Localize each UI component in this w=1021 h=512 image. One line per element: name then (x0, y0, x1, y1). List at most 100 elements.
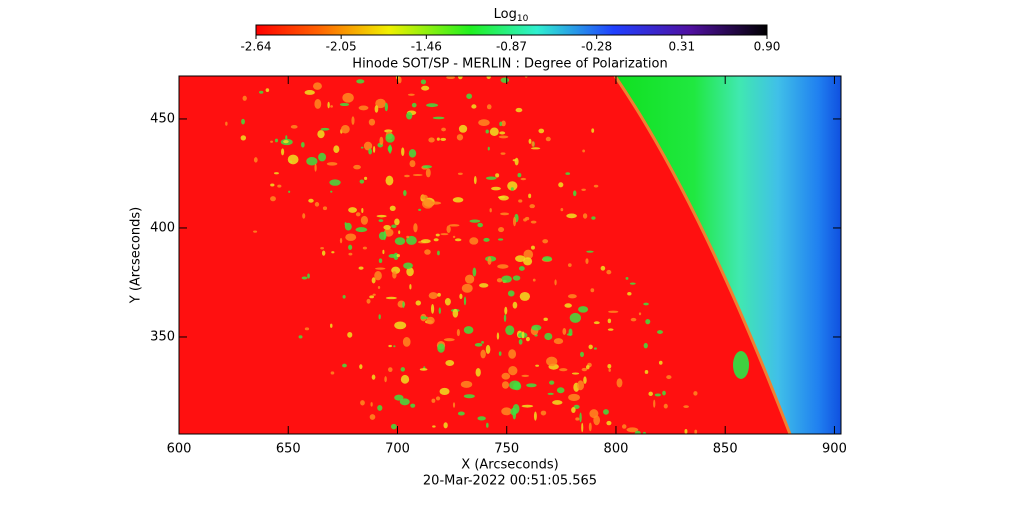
speckle (588, 422, 592, 432)
x-axis-label: X (Arcseconds) (461, 458, 558, 473)
speckle (521, 331, 525, 339)
speckle (333, 145, 340, 154)
speckle (593, 184, 599, 188)
speckle (253, 230, 258, 233)
speckle (638, 312, 642, 316)
speckle (454, 238, 462, 242)
speckle (420, 194, 428, 200)
speckle (515, 107, 523, 113)
speckle (629, 282, 636, 285)
speckle (483, 237, 490, 242)
speckle (304, 327, 310, 331)
speckle (420, 239, 431, 244)
speckle (253, 157, 258, 163)
colorbar-tick-label: -2.05 (326, 40, 357, 54)
colorbar-tick-label: -2.64 (240, 40, 271, 54)
speckle (510, 407, 518, 416)
speckle (469, 237, 479, 245)
y-tick-label: 350 (150, 329, 175, 344)
speckle (538, 128, 545, 134)
speckle (512, 301, 518, 309)
speckle (644, 369, 649, 374)
speckle (391, 224, 397, 229)
speckle (409, 160, 416, 168)
speckle (435, 396, 441, 401)
speckle (330, 105, 333, 108)
speckle (402, 301, 405, 309)
speckle (366, 298, 371, 304)
speckle (443, 422, 448, 429)
speckle (424, 249, 431, 255)
limb (613, 76, 792, 434)
speckle (320, 127, 330, 131)
colorbar-tick-label: -1.46 (411, 40, 442, 54)
speckle (499, 131, 506, 135)
speckle (387, 145, 393, 153)
speckle (401, 147, 405, 157)
speckle (477, 222, 483, 228)
speckle (339, 237, 343, 244)
speckle (588, 344, 593, 350)
speckle (532, 278, 536, 282)
x-tick-label: 800 (604, 442, 629, 457)
speckle (378, 314, 381, 320)
speckle (642, 431, 647, 434)
speckle (489, 208, 492, 213)
speckle (404, 174, 410, 178)
speckle (519, 291, 531, 301)
speckle (530, 220, 537, 224)
speckle (472, 267, 477, 277)
speckle (662, 390, 666, 396)
speckle (320, 247, 324, 250)
colorbar-label-sub: 10 (517, 14, 529, 24)
speckle (504, 306, 508, 315)
speckle (409, 284, 412, 290)
speckle (590, 288, 595, 293)
speckle (385, 296, 397, 300)
colorbar-tick-label: -0.28 (581, 40, 612, 54)
speckle (435, 233, 440, 237)
speckle (460, 380, 473, 388)
speckle (358, 266, 364, 270)
chart-title: Hinode SOT/SP - MERLIN : Degree of Polar… (352, 57, 667, 72)
speckle (683, 405, 689, 409)
speckle (606, 269, 612, 275)
speckle (400, 374, 410, 384)
speckle (498, 351, 502, 356)
speckle (290, 124, 298, 129)
colorbar-tick-label: 0.90 (754, 40, 781, 54)
speckle (542, 256, 553, 262)
speckle (392, 271, 397, 279)
speckle (581, 422, 584, 433)
speckle (469, 219, 481, 223)
speckle (345, 233, 357, 241)
speckle (531, 141, 535, 147)
speckle (498, 135, 509, 139)
speckle (274, 172, 279, 175)
speckle (491, 186, 501, 191)
speckle (486, 422, 489, 428)
speckle (616, 378, 623, 388)
speckle (355, 227, 368, 233)
speckle (444, 298, 451, 306)
speckle (314, 163, 317, 172)
speckle (607, 363, 612, 369)
speckle (508, 365, 518, 376)
speckle (486, 104, 492, 110)
speckle (393, 345, 396, 348)
x-tick-label: 700 (385, 442, 410, 457)
speckle (648, 391, 653, 397)
speckle (533, 411, 537, 421)
speckle (440, 137, 447, 141)
speckle (643, 302, 649, 306)
speckle (475, 368, 481, 377)
speckle (583, 376, 587, 384)
speckle (573, 404, 580, 410)
speckle (498, 238, 504, 241)
speckle (456, 134, 464, 141)
speckle (498, 195, 509, 201)
speckle (270, 196, 276, 202)
speckle (330, 190, 333, 193)
speckle (353, 164, 361, 170)
speckle (496, 332, 500, 340)
